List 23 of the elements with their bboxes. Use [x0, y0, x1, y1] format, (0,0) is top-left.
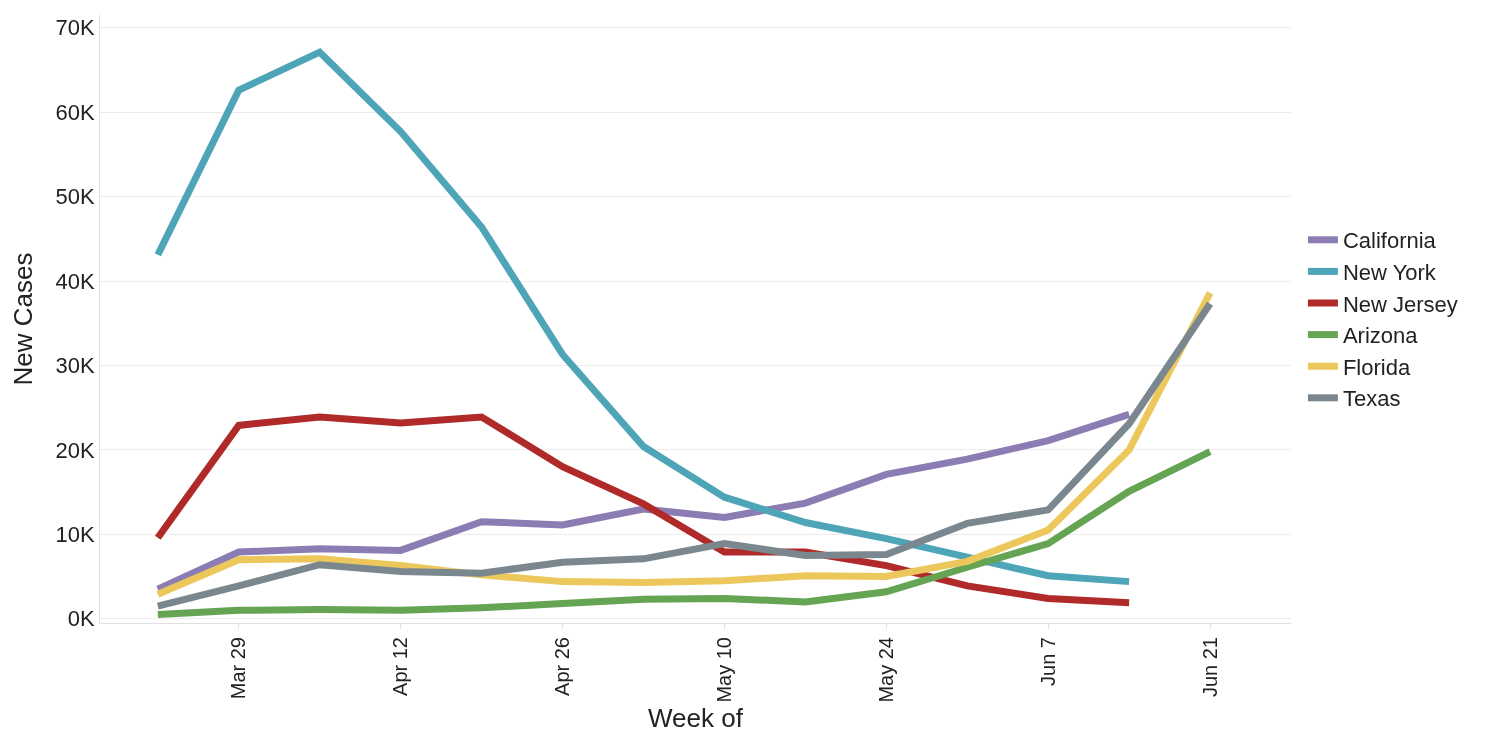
x-tick-label: Apr 12 — [389, 637, 412, 696]
x-tick-label: Mar 29 — [227, 637, 250, 700]
x-tick-label: May 24 — [874, 637, 897, 703]
legend-label: New York — [1342, 259, 1437, 285]
y-tick-label: 10K — [55, 522, 95, 548]
y-tick-label: 60K — [55, 99, 95, 125]
legend-label: Florida — [1342, 354, 1411, 380]
legend-label: Arizona — [1342, 323, 1419, 349]
y-tick-label: 20K — [55, 437, 95, 463]
y-tick-label: 30K — [55, 353, 95, 379]
x-tick-label: Jun 7 — [1036, 637, 1059, 686]
x-tick-label: Apr 26 — [551, 637, 574, 696]
y-tick-label: 70K — [55, 15, 95, 41]
x-tick-label: Jun 21 — [1198, 637, 1221, 698]
y-tick-label: 50K — [55, 184, 95, 210]
legend-label: California — [1342, 228, 1437, 254]
x-tick-label: May 10 — [712, 637, 735, 703]
y-tick-label: 40K — [55, 268, 95, 294]
x-axis-title: Week of — [648, 702, 744, 733]
y-tick-label: 0K — [67, 606, 95, 632]
legend-label: Texas — [1342, 386, 1401, 412]
y-axis-title: New Cases — [7, 252, 38, 386]
legend-label: New Jersey — [1342, 291, 1458, 317]
